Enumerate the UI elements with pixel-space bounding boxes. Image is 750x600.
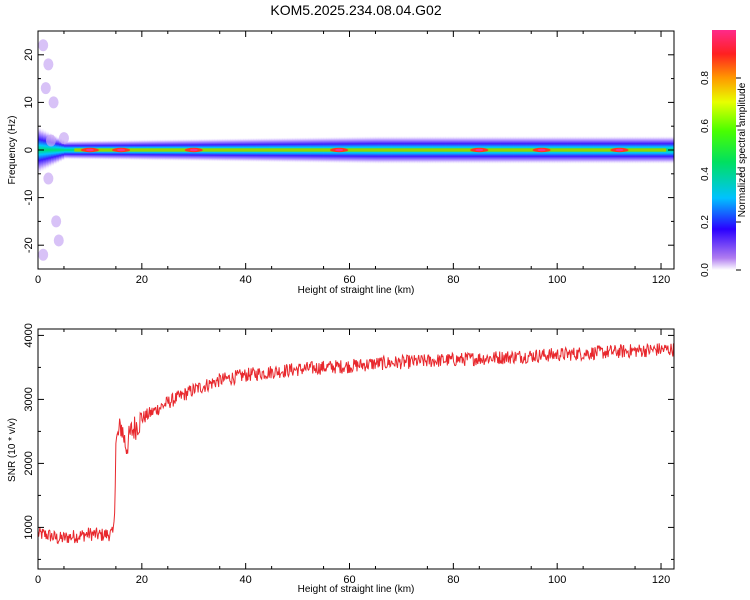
heatmap-band-strip <box>63 140 67 160</box>
snr-y-tick-label: 4000 <box>23 323 35 347</box>
heatmap-band-strip <box>50 133 54 167</box>
heatmap-band-strip <box>48 131 52 169</box>
heatmap-y-tick-label: -20 <box>23 237 35 253</box>
heatmap-x-tick-label: 120 <box>652 274 670 286</box>
heatmap-band-strip <box>45 130 49 170</box>
heatmap-x-label: Height of straight line (km) <box>298 285 415 296</box>
heatmap-y-tick-label: 10 <box>23 96 35 108</box>
snr-background <box>38 329 674 569</box>
snr-y-tick-label: 1000 <box>23 515 35 539</box>
heatmap-peak-core <box>85 148 94 152</box>
snr-panel: 0 20 40 60 80 100 120 1000 2000 3000 4000 Height … <box>7 323 675 595</box>
heatmap-noise-blotch <box>45 134 56 147</box>
heatmap-noise-blotch <box>48 96 59 109</box>
heatmap-noise-blotch <box>51 215 62 228</box>
colorbar-tick-label: 0.8 <box>700 71 711 85</box>
heatmap-band-strip <box>56 136 60 164</box>
heatmap-peak-core <box>335 148 344 152</box>
snr-x-tick-label: 100 <box>548 574 566 586</box>
heatmap-band-strip <box>666 135 670 165</box>
colorbar-gradient <box>712 30 736 270</box>
snr-x-tick-label: 80 <box>447 574 459 586</box>
heatmap-x-tick-label: 0 <box>35 274 41 286</box>
heatmap-band-strip <box>53 134 57 166</box>
heatmap-noise-blotch <box>38 248 49 261</box>
heatmap-band-strip <box>61 139 65 161</box>
heatmap-noise-blotch <box>43 58 54 71</box>
snr-x-ticks: 0 20 40 60 80 100 120 <box>35 329 670 586</box>
snr-x-tick-label: 60 <box>343 574 355 586</box>
colorbar-label: Normalized spectral amplitude <box>737 82 748 217</box>
colorbar-tick-label: 0.4 <box>700 167 711 181</box>
heatmap-peak-core <box>615 148 624 152</box>
heatmap-y-ticks: -20 -10 0 10 20 <box>23 30 674 270</box>
heatmap-y-tick-label: -10 <box>23 190 35 206</box>
heatmap-peak-core <box>475 148 484 152</box>
colorbar-tick-label: 0.0 <box>700 263 711 277</box>
snr-x-tick-label: 20 <box>136 574 148 586</box>
heatmap-x-tick-label: 20 <box>136 274 148 286</box>
heatmap-layer <box>38 39 674 261</box>
heatmap-core-ridge <box>74 148 667 152</box>
figure-title: KOM5.2025.234.08.04.G02 <box>270 2 441 18</box>
heatmap-y-tick-label: 20 <box>23 49 35 61</box>
snr-y-tick-label: 3000 <box>23 387 35 411</box>
heatmap-x-tick-label: 100 <box>548 274 566 286</box>
heatmap-noise-blotch <box>38 39 49 52</box>
snr-x-label: Height of straight line (km) <box>298 584 415 595</box>
heatmap-noise-blotch <box>43 172 54 185</box>
heatmap-peak-core <box>117 148 126 152</box>
heatmap-band-strip <box>58 137 62 163</box>
snr-x-tick-label: 120 <box>652 574 670 586</box>
heatmap-band-strip <box>69 140 73 160</box>
colorbar-tick-label: 0.6 <box>700 119 711 133</box>
heatmap-y-tick-label: 0 <box>23 147 35 153</box>
colorbar-ticks: 0.0 0.2 0.4 0.6 0.8 <box>700 71 741 277</box>
heatmap-y-label: Frequency (Hz) <box>7 116 18 185</box>
heatmap-panel: 0 20 40 60 80 100 120 -20 -10 0 10 20 Height of st… <box>7 30 675 296</box>
heatmap-band-strip <box>66 140 70 160</box>
snr-series-line <box>38 342 674 545</box>
snr-y-tick-label: 2000 <box>23 451 35 475</box>
heatmap-band-strip <box>43 129 47 171</box>
snr-x-tick-label: 40 <box>240 574 252 586</box>
heatmap-noise-blotch <box>40 82 51 95</box>
heatmap-x-tick-label: 60 <box>343 274 355 286</box>
heatmap-peak-core <box>537 148 546 152</box>
snr-frame <box>37 328 675 570</box>
heatmap-noise-blotch <box>58 132 69 145</box>
heatmap-noise-blotch <box>53 234 64 247</box>
colorbar-tick-label: 0.2 <box>700 215 711 229</box>
colorbar: 0.0 0.2 0.4 0.6 0.8 Normalized spectral ampl… <box>700 30 748 277</box>
heatmap-x-ticks: 0 20 40 60 80 100 120 <box>35 31 670 286</box>
heatmap-x-tick-label: 80 <box>447 274 459 286</box>
snr-y-ticks: 1000 2000 3000 4000 <box>23 323 674 560</box>
snr-x-tick-label: 0 <box>35 574 41 586</box>
heatmap-peak-core <box>189 148 198 152</box>
heatmap-band-strip <box>71 140 75 160</box>
heatmap-x-tick-label: 40 <box>240 274 252 286</box>
snr-y-label: SNR (10 * v/v) <box>7 418 18 482</box>
